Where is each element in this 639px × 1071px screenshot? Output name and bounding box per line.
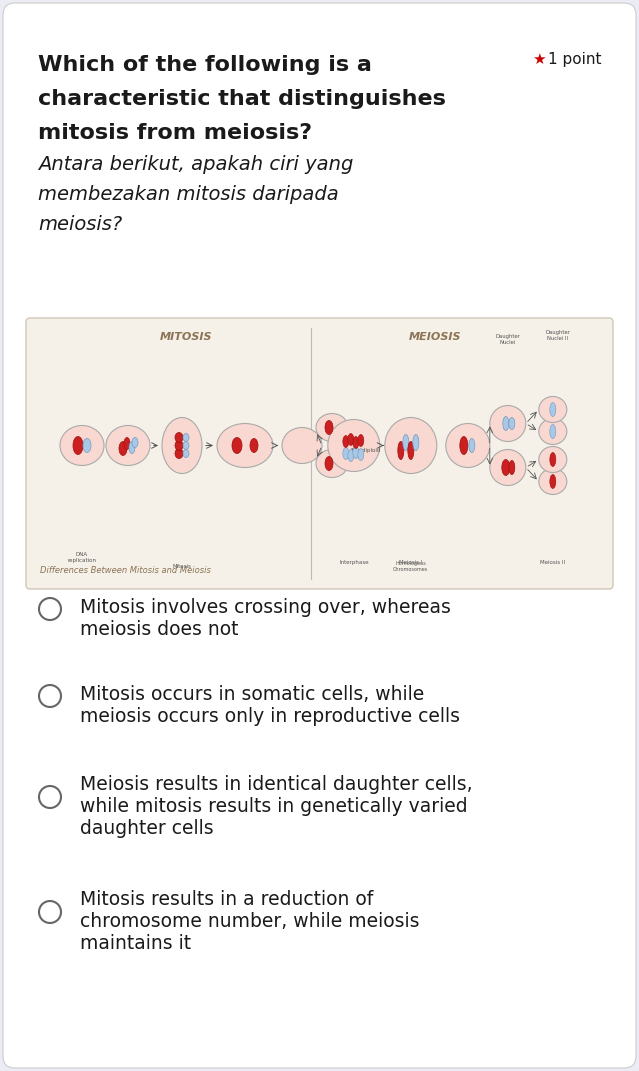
Ellipse shape: [119, 441, 127, 455]
Ellipse shape: [162, 418, 202, 473]
Text: Homologous
Chromosomes: Homologous Chromosomes: [393, 561, 428, 572]
Ellipse shape: [343, 436, 349, 448]
Text: maintains it: maintains it: [80, 934, 191, 953]
Text: meiosis?: meiosis?: [38, 215, 122, 233]
Ellipse shape: [282, 427, 322, 464]
Text: Antara berikut, apakah ciri yang: Antara berikut, apakah ciri yang: [38, 155, 353, 174]
Ellipse shape: [503, 417, 509, 431]
Text: Daughter
Nuclei II: Daughter Nuclei II: [545, 330, 571, 341]
Ellipse shape: [403, 435, 409, 451]
Ellipse shape: [502, 459, 510, 476]
Ellipse shape: [175, 449, 183, 458]
Text: meiosis occurs only in reproductive cells: meiosis occurs only in reproductive cell…: [80, 707, 460, 726]
Ellipse shape: [343, 448, 349, 459]
Ellipse shape: [408, 441, 414, 459]
Text: ★: ★: [532, 52, 546, 67]
Text: Differences Between Mitosis and Meiosis: Differences Between Mitosis and Meiosis: [40, 565, 211, 575]
Ellipse shape: [328, 420, 380, 471]
Circle shape: [39, 598, 61, 620]
Ellipse shape: [175, 440, 183, 451]
Ellipse shape: [129, 441, 135, 453]
Text: Daughter
Nuclei: Daughter Nuclei: [495, 334, 520, 345]
Ellipse shape: [250, 438, 258, 453]
Ellipse shape: [353, 447, 359, 458]
Text: Meiosis results in identical daughter cells,: Meiosis results in identical daughter ce…: [80, 775, 473, 794]
Ellipse shape: [413, 435, 419, 451]
Text: Meiosis II: Meiosis II: [540, 560, 566, 565]
Text: Interphase: Interphase: [339, 560, 369, 565]
Text: daughter cells: daughter cells: [80, 819, 213, 838]
Ellipse shape: [353, 437, 359, 449]
Text: MITOSIS: MITOSIS: [160, 332, 213, 342]
Ellipse shape: [316, 450, 348, 478]
Text: characteristic that distinguishes: characteristic that distinguishes: [38, 89, 446, 109]
Ellipse shape: [348, 434, 354, 446]
Ellipse shape: [183, 450, 189, 457]
Ellipse shape: [232, 437, 242, 453]
Ellipse shape: [490, 406, 526, 441]
Text: 1 point: 1 point: [548, 52, 601, 67]
Ellipse shape: [73, 437, 83, 454]
FancyBboxPatch shape: [26, 318, 613, 589]
Ellipse shape: [539, 396, 567, 422]
Ellipse shape: [539, 419, 567, 444]
Ellipse shape: [446, 423, 490, 468]
Ellipse shape: [509, 461, 515, 474]
Text: Mitosis: Mitosis: [173, 564, 192, 569]
Ellipse shape: [183, 441, 189, 450]
Ellipse shape: [325, 421, 333, 435]
Ellipse shape: [106, 425, 150, 466]
Circle shape: [39, 901, 61, 923]
Ellipse shape: [132, 437, 138, 448]
Ellipse shape: [398, 441, 404, 459]
Text: while mitosis results in genetically varied: while mitosis results in genetically var…: [80, 797, 468, 816]
Ellipse shape: [83, 438, 91, 453]
Ellipse shape: [124, 437, 130, 450]
Text: Meiosis I: Meiosis I: [399, 560, 422, 565]
Text: Two diploid
cells: Two diploid cells: [350, 448, 380, 458]
Ellipse shape: [316, 413, 348, 441]
Ellipse shape: [539, 468, 567, 495]
Text: chromosome number, while meiosis: chromosome number, while meiosis: [80, 912, 419, 931]
Ellipse shape: [358, 435, 364, 447]
Text: Which of the following is a: Which of the following is a: [38, 55, 372, 75]
Ellipse shape: [550, 424, 556, 438]
Ellipse shape: [385, 418, 437, 473]
Ellipse shape: [550, 474, 556, 488]
Circle shape: [39, 685, 61, 707]
Ellipse shape: [358, 449, 364, 461]
Ellipse shape: [539, 447, 567, 472]
Text: DNA
replication: DNA replication: [68, 553, 96, 563]
Ellipse shape: [490, 450, 526, 485]
Ellipse shape: [60, 425, 104, 466]
Text: mitosis from meiosis?: mitosis from meiosis?: [38, 123, 312, 144]
Text: membezakan mitosis daripada: membezakan mitosis daripada: [38, 185, 339, 203]
Ellipse shape: [217, 423, 273, 468]
Circle shape: [39, 786, 61, 808]
FancyBboxPatch shape: [3, 3, 636, 1068]
Text: Mitosis results in a reduction of: Mitosis results in a reduction of: [80, 890, 373, 909]
Text: Mitosis involves crossing over, whereas: Mitosis involves crossing over, whereas: [80, 598, 451, 617]
Text: MEIOSIS: MEIOSIS: [409, 332, 461, 342]
Ellipse shape: [550, 453, 556, 467]
Ellipse shape: [183, 434, 189, 441]
Text: Mitosis occurs in somatic cells, while: Mitosis occurs in somatic cells, while: [80, 685, 424, 704]
Ellipse shape: [469, 438, 475, 453]
Ellipse shape: [460, 437, 468, 454]
Ellipse shape: [509, 418, 515, 429]
Ellipse shape: [175, 433, 183, 442]
Ellipse shape: [348, 450, 354, 462]
Ellipse shape: [550, 403, 556, 417]
Ellipse shape: [325, 456, 333, 470]
Text: meiosis does not: meiosis does not: [80, 620, 238, 639]
